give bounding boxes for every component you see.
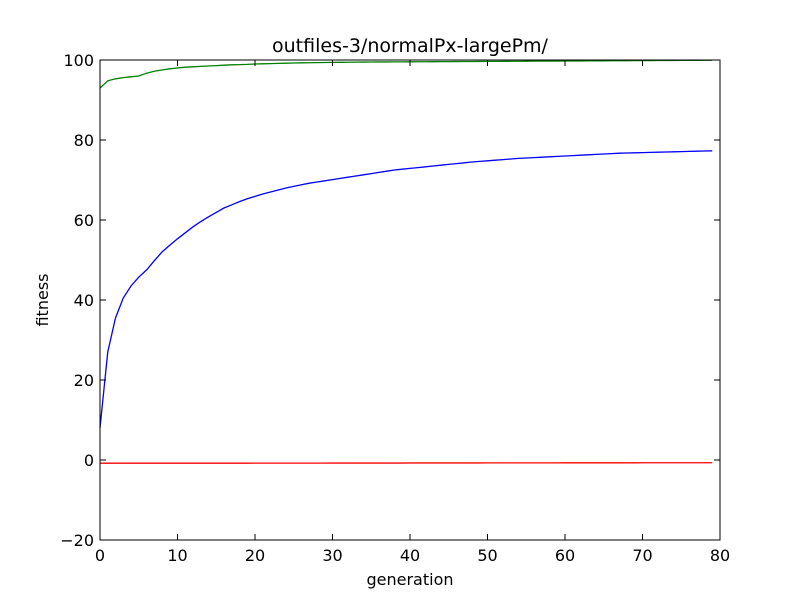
y-tick-label: −20	[60, 531, 94, 550]
x-axis: 0 10 20 30 40 50 60 70 80	[95, 60, 730, 565]
x-tick-label: 10	[167, 546, 187, 565]
x-tick-label: 80	[710, 546, 730, 565]
x-tick-label: 0	[95, 546, 105, 565]
chart-title: outfiles-3/normalPx-largePm/	[272, 35, 549, 57]
x-tick-label: 30	[322, 546, 342, 565]
x-axis-title: generation	[366, 570, 453, 589]
y-tick-label: 60	[74, 211, 94, 230]
x-tick-label: 40	[400, 546, 420, 565]
y-tick-label: 100	[63, 51, 94, 70]
plot-area	[99, 59, 713, 464]
y-axis-title: fitness	[33, 273, 52, 326]
x-tick-label: 20	[245, 546, 265, 565]
y-tick-label: 20	[74, 371, 94, 390]
y-tick-label: 40	[74, 291, 94, 310]
y-axis: −20 0 20 40 60 80 100	[60, 51, 720, 550]
x-tick-label: 50	[477, 546, 497, 565]
series-line-2	[99, 150, 713, 429]
x-tick-label: 60	[555, 546, 575, 565]
y-tick-label: 80	[74, 131, 94, 150]
x-tick-label: 70	[632, 546, 652, 565]
series-line-1	[99, 59, 713, 89]
y-tick-label: 0	[84, 451, 94, 470]
